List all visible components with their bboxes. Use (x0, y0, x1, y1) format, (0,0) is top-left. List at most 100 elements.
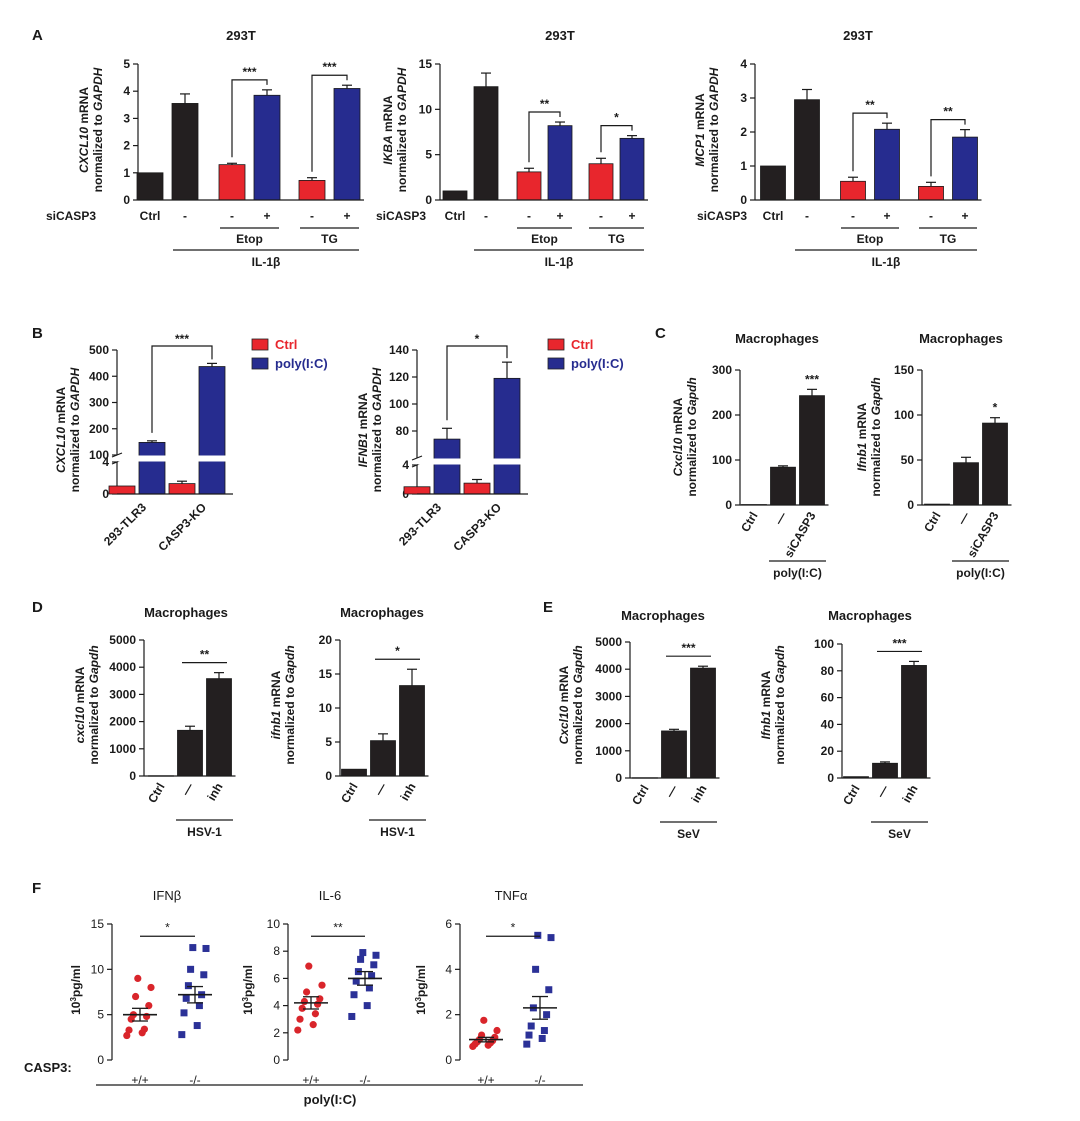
bar (108, 485, 136, 495)
y-tick-label: 50 (901, 453, 915, 467)
category-label: Ctrl (445, 209, 466, 223)
y-tick-label: 400 (89, 369, 109, 383)
data-point (523, 1040, 531, 1048)
y-tick-label: 5 (123, 57, 130, 71)
data-point (493, 1026, 501, 1035)
y-tick-label: 20 (821, 744, 835, 758)
y-tick-label: 10 (267, 917, 281, 931)
y-tick-label: 0 (445, 1053, 452, 1067)
y-tick-label: 0 (129, 769, 136, 783)
data-point (296, 1015, 304, 1023)
bar (253, 94, 281, 201)
bar (433, 438, 461, 495)
category-label: Ctrl (338, 781, 360, 806)
y-tick-label: 1 (740, 159, 747, 173)
y-axis-label-line1: CXCL10 mRNA (54, 387, 68, 473)
y-tick-label: 5000 (595, 635, 622, 649)
y-tick-label: 3000 (595, 689, 622, 703)
category-label: + (263, 209, 270, 223)
bar (168, 483, 196, 495)
y-tick-label: 8 (273, 944, 280, 958)
category-label: - (230, 209, 234, 223)
y-tick-label: 20 (319, 633, 333, 647)
y-tick-label: 100 (894, 408, 914, 422)
y-tick-label: 10 (91, 962, 105, 976)
chart-title: IL-6 (319, 888, 341, 903)
y-axis-label-line1: CXCL10 mRNA (77, 87, 91, 173)
bar (333, 88, 361, 201)
data-point (532, 965, 540, 973)
data-point (134, 974, 142, 983)
category-label: CASP3-KO (450, 500, 504, 554)
category-label: Ctrl (921, 510, 943, 535)
data-point (352, 977, 360, 985)
y-tick-label: 10 (419, 102, 433, 116)
y-tick-label: 100 (712, 453, 732, 467)
y-axis-label-line2: normalized to GAPDH (395, 67, 409, 192)
legend-swatch-ctrl-2 (547, 338, 565, 351)
data-point (370, 961, 378, 969)
data-point (311, 1010, 319, 1018)
legend-label-polyic: poly(I:C) (275, 356, 328, 371)
significance-label: ** (333, 920, 343, 934)
bar (661, 730, 687, 779)
bar (463, 482, 491, 495)
category-label: — (954, 510, 972, 527)
chart-title: Macrophages (144, 605, 228, 620)
y-tick-label: 0 (725, 498, 732, 512)
category-label: — (178, 781, 196, 798)
y-axis-label-line2: normalized to Gapdh (869, 377, 883, 496)
chart-f1: IFNβ 103pg/ml 0 5 10 15 +/+ -/- * (69, 888, 212, 1087)
category-label: - (310, 209, 314, 223)
bar (982, 422, 1008, 506)
significance-label: * (165, 920, 170, 934)
bar (794, 99, 820, 201)
significance-bracket (528, 111, 561, 163)
y-tick-label: 2 (273, 1026, 280, 1040)
data-point (182, 994, 190, 1002)
treatment-label: SeV (888, 827, 911, 841)
y-axis-label-line1: cxcl10 mRNA (73, 666, 87, 743)
y-tick-label: 1000 (595, 744, 622, 758)
bar (138, 441, 166, 495)
bar (206, 678, 232, 777)
bar (493, 377, 521, 495)
significance-bracket (151, 345, 213, 433)
bar (298, 180, 326, 201)
chart-title: Macrophages (828, 608, 912, 623)
y-tick-label: 300 (89, 396, 109, 410)
significance-bracket (446, 345, 508, 421)
bar (198, 366, 226, 495)
casp3-row-label: CASP3: (24, 1060, 72, 1075)
y-tick-label: 3 (123, 111, 130, 125)
data-point (189, 944, 197, 952)
bar (690, 667, 716, 779)
significance-label: *** (242, 65, 256, 79)
category-label: — (771, 510, 789, 527)
treatment-label: SeV (677, 827, 700, 841)
chart-e1: Macrophages Cxcl10 mRNA normalized to Gapd… (557, 608, 720, 841)
y-tick-label: 0 (102, 487, 109, 501)
significance-bracket (930, 119, 966, 177)
y-axis-label-line1: IKBA mRNA (381, 95, 395, 165)
legend-label-ctrl-2: Ctrl (571, 337, 593, 352)
y-tick-label: 3000 (109, 687, 136, 701)
data-point (202, 944, 210, 952)
y-axis-label: 103pg/ml (241, 965, 256, 1015)
bar (399, 685, 425, 777)
y-axis-label-line1: ifnb1 mRNA (269, 670, 283, 739)
category-label: - (805, 209, 809, 223)
legend-label-polyic-2: poly(I:C) (571, 356, 624, 371)
y-tick-label: 300 (712, 363, 732, 377)
y-tick-label: 200 (712, 408, 732, 422)
panel-label-b: B (32, 325, 43, 342)
category-label: inh (397, 781, 418, 804)
y-tick-label: 0 (325, 769, 332, 783)
data-point (145, 1002, 153, 1010)
y-axis-label-line2: normalized to GAPDH (91, 67, 105, 192)
data-point (187, 965, 195, 973)
significance-label: ** (943, 105, 953, 119)
